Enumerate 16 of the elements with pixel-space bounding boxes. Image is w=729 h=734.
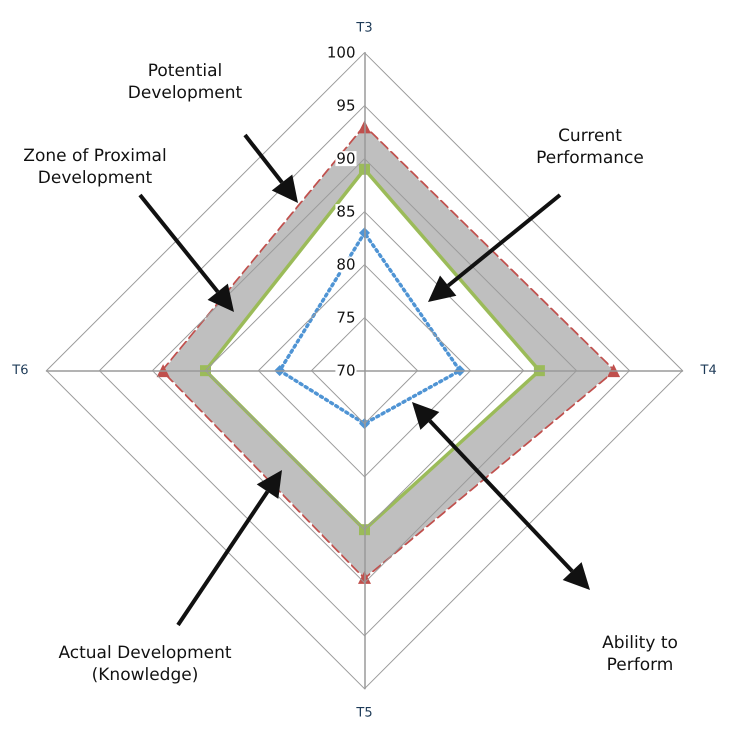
spoke-label: T5 <box>355 706 373 721</box>
y-tick-label: 80 <box>336 256 356 274</box>
y-tick-label: 90 <box>336 150 356 168</box>
y-tick-label: 75 <box>336 308 356 327</box>
y-tick-label: 70 <box>336 362 356 380</box>
text: Zone of Proximal Development <box>22 145 168 189</box>
spoke-label: T3 <box>355 20 373 36</box>
spoke-label: T6 <box>11 363 28 378</box>
y-tick-label: 100 <box>326 44 356 62</box>
y-tick-label: 85 <box>336 202 356 221</box>
text: Current Performance <box>535 125 645 169</box>
text: Ability to Perform <box>601 632 679 676</box>
text: Potential Development <box>126 60 244 104</box>
spoke-label: T4 <box>700 363 717 378</box>
text: Actual Development (Knowledge) <box>57 642 233 686</box>
y-tick-label: 95 <box>336 96 356 115</box>
